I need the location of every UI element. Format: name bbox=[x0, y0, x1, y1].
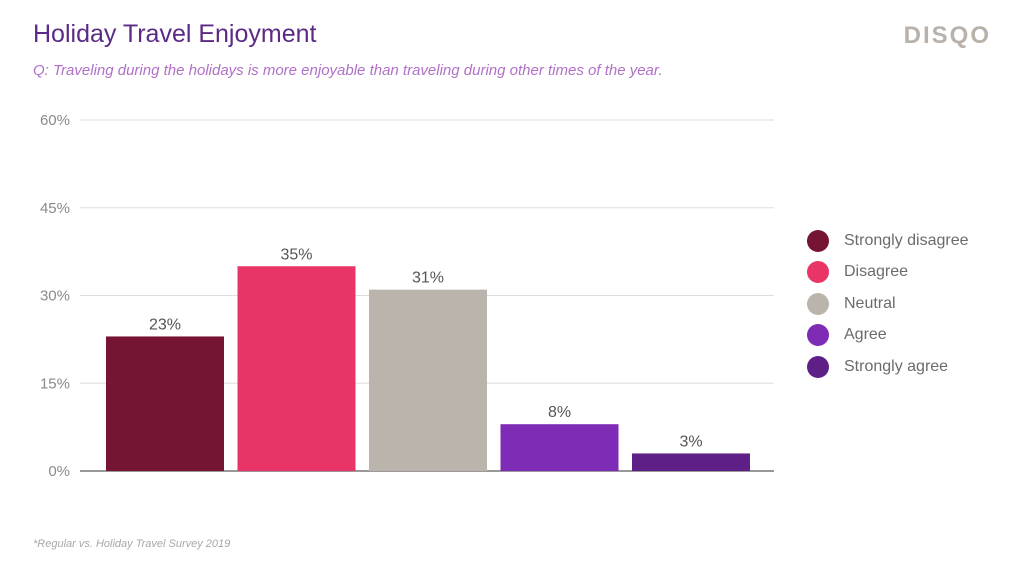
data-label: 8% bbox=[548, 404, 571, 421]
legend-item: Agree bbox=[807, 320, 969, 352]
legend-label: Strongly agree bbox=[844, 357, 949, 375]
legend-label: Strongly disagree bbox=[844, 231, 969, 249]
legend-item: Disagree bbox=[807, 257, 969, 289]
legend-label: Neutral bbox=[844, 294, 896, 312]
y-tick-label: 0% bbox=[48, 463, 70, 480]
data-label: 3% bbox=[679, 433, 702, 450]
bar-agree bbox=[500, 424, 619, 471]
legend-swatch bbox=[807, 229, 829, 252]
legend-swatch bbox=[807, 355, 829, 378]
data-label: 35% bbox=[280, 246, 312, 263]
y-axis-ticks: 0% 15% 30% 45% 60% bbox=[40, 112, 70, 480]
legend-swatch bbox=[807, 261, 829, 284]
chart-subtitle: Q: Traveling during the holidays is more… bbox=[33, 62, 663, 79]
data-label: 23% bbox=[149, 316, 181, 333]
legend-swatch bbox=[807, 292, 829, 315]
bar-neutral bbox=[369, 289, 487, 471]
y-tick-label: 30% bbox=[40, 288, 70, 305]
data-labels: 23% 35% 31% 8% 3% bbox=[149, 246, 703, 450]
bar-disagree bbox=[237, 266, 356, 471]
legend-item: Neutral bbox=[807, 288, 969, 320]
y-tick-label: 60% bbox=[40, 112, 70, 129]
bar-strongly-agree bbox=[632, 453, 750, 471]
legend-item: Strongly disagree bbox=[807, 225, 969, 257]
data-label: 31% bbox=[412, 270, 444, 287]
bars bbox=[106, 266, 750, 471]
footnote: *Regular vs. Holiday Travel Survey 2019 bbox=[33, 538, 231, 550]
legend: Strongly disagree Disagree Neutral Agree Str… bbox=[807, 225, 969, 383]
legend-item: Strongly agree bbox=[807, 351, 969, 383]
y-tick-label: 45% bbox=[40, 200, 70, 217]
brand-logo: DISQO bbox=[903, 22, 991, 49]
legend-label: Agree bbox=[844, 326, 887, 344]
legend-swatch bbox=[807, 324, 829, 347]
bar-strongly-disagree bbox=[106, 336, 224, 471]
chart-title: Holiday Travel Enjoyment bbox=[33, 20, 317, 48]
legend-label: Disagree bbox=[844, 263, 909, 281]
y-tick-label: 15% bbox=[40, 375, 70, 392]
